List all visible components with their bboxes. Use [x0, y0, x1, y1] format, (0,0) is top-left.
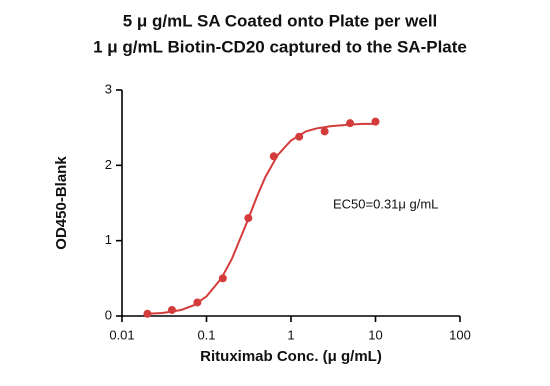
x-axis-title: Rituximab Conc. (μ g/mL)	[200, 348, 382, 365]
data-point	[143, 309, 152, 318]
x-tick-label: 100	[449, 327, 471, 342]
data-point	[295, 132, 304, 141]
y-axis-title: OD450-Blank	[53, 156, 70, 250]
data-point	[346, 119, 355, 128]
data-point	[167, 305, 176, 314]
data-point	[193, 298, 202, 307]
data-point	[218, 274, 227, 283]
y-tick-label: 3	[105, 81, 112, 96]
chart-title: 5 μ g/mL SA Coated onto Plate per well	[123, 11, 438, 30]
data-point	[320, 127, 329, 136]
fit-curve	[147, 122, 376, 315]
y-tick-label: 1	[105, 232, 112, 247]
x-tick-label: 0.01	[109, 327, 134, 342]
data-point	[269, 152, 278, 161]
data-point	[244, 214, 253, 223]
x-tick-label: 1	[287, 327, 294, 342]
chart-subtitle: 1 μ g/mL Biotin-CD20 captured to the SA-…	[93, 37, 467, 56]
data-point	[371, 117, 380, 126]
x-tick-label: 0.1	[197, 327, 215, 342]
y-tick-label: 0	[105, 307, 112, 322]
y-tick-label: 2	[105, 157, 112, 172]
x-tick-label: 10	[368, 327, 382, 342]
annotation: EC50=0.31μ g/mL	[333, 196, 438, 211]
